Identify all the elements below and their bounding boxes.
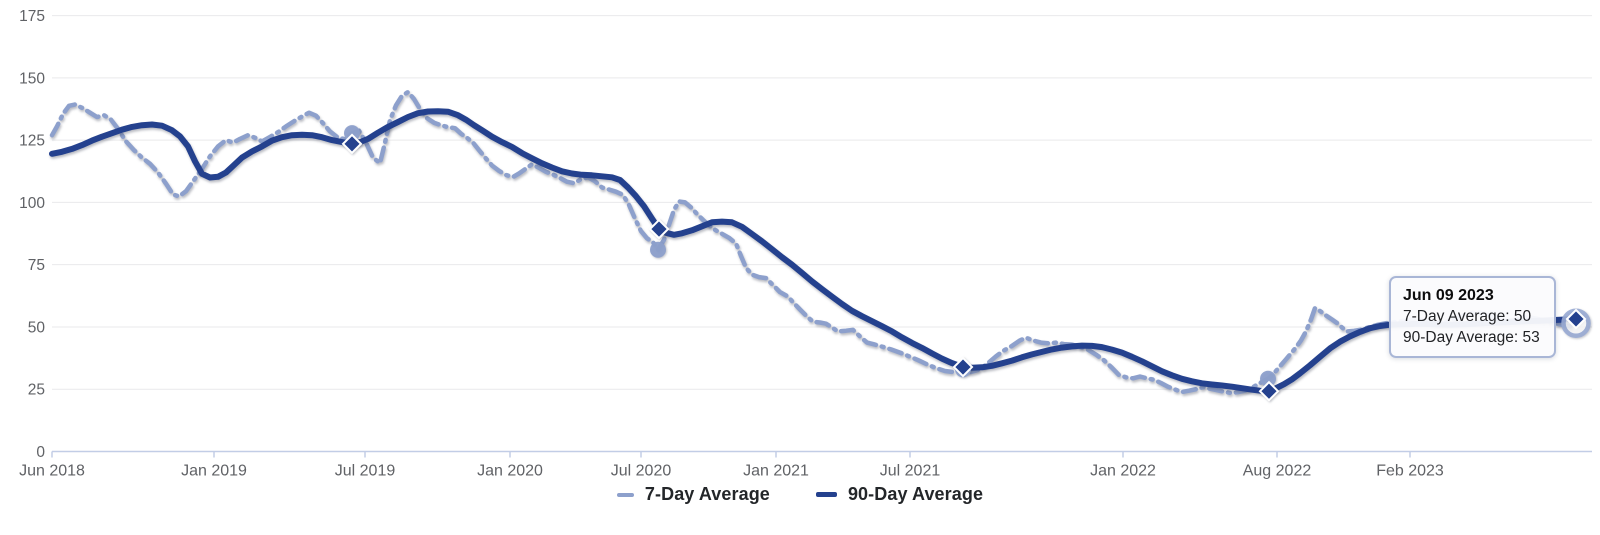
marker-diamond-90day[interactable] xyxy=(341,133,363,155)
x-axis-label: Feb 2023 xyxy=(1376,463,1444,480)
marker-circle-7day[interactable] xyxy=(344,125,360,142)
y-axis-label-150: 150 xyxy=(19,70,45,87)
marker-diamond-90day[interactable] xyxy=(952,356,974,378)
y-axis-label-100: 100 xyxy=(19,195,45,212)
y-axis-label-175: 175 xyxy=(19,8,45,25)
series-line-7day xyxy=(49,89,1579,396)
x-axis-label: Jan 2019 xyxy=(181,463,247,480)
marker-layer xyxy=(341,125,1591,402)
marker-circle-7day[interactable] xyxy=(1260,370,1276,387)
x-axis-label: Jun 2018 xyxy=(19,463,85,480)
chart-legend: 7-Day Average 90-Day Average xyxy=(0,484,1600,505)
x-axis-label: Jan 2022 xyxy=(1090,463,1156,480)
tooltip-7day-value: 7-Day Average: 50 xyxy=(1403,308,1532,326)
dashed-line-swatch-icon xyxy=(616,492,634,497)
legend-label-7day: 7-Day Average xyxy=(644,484,770,504)
marker-diamond-90day[interactable] xyxy=(648,218,670,240)
y-axis-label-125: 125 xyxy=(19,133,45,150)
chart-tooltip: Jun 09 2023 7-Day Average: 50 90-Day Ave… xyxy=(1389,276,1556,359)
x-axis-label: Aug 2022 xyxy=(1243,463,1312,480)
y-axis-label-0: 0 xyxy=(36,444,45,461)
y-axis-label-25: 25 xyxy=(28,382,45,399)
solid-line-swatch-icon xyxy=(815,492,837,497)
tooltip-90day-value: 90-Day Average: 53 xyxy=(1403,328,1540,346)
x-axis-label: Jan 2021 xyxy=(743,463,809,480)
legend-item-7day-average[interactable]: 7-Day Average xyxy=(616,484,770,505)
x-axis-label: Jul 2021 xyxy=(880,463,941,480)
legend-label-90day: 90-Day Average xyxy=(847,484,984,504)
marker-circle-7day[interactable] xyxy=(650,241,666,258)
y-axis-label-75: 75 xyxy=(28,257,45,274)
y-axis-label-50: 50 xyxy=(28,319,46,336)
marker-diamond-90day[interactable] xyxy=(1258,380,1280,402)
series-line-90day xyxy=(49,108,1579,395)
marker-diamond-90day[interactable] xyxy=(1565,308,1587,330)
x-axis-label: Jul 2020 xyxy=(611,463,672,480)
tooltip-date: Jun 09 2023 xyxy=(1403,287,1494,304)
legend-item-90day-average[interactable]: 90-Day Average xyxy=(815,484,984,505)
x-axis-label: Jul 2019 xyxy=(335,463,396,480)
x-axis-label: Jan 2020 xyxy=(477,463,543,480)
